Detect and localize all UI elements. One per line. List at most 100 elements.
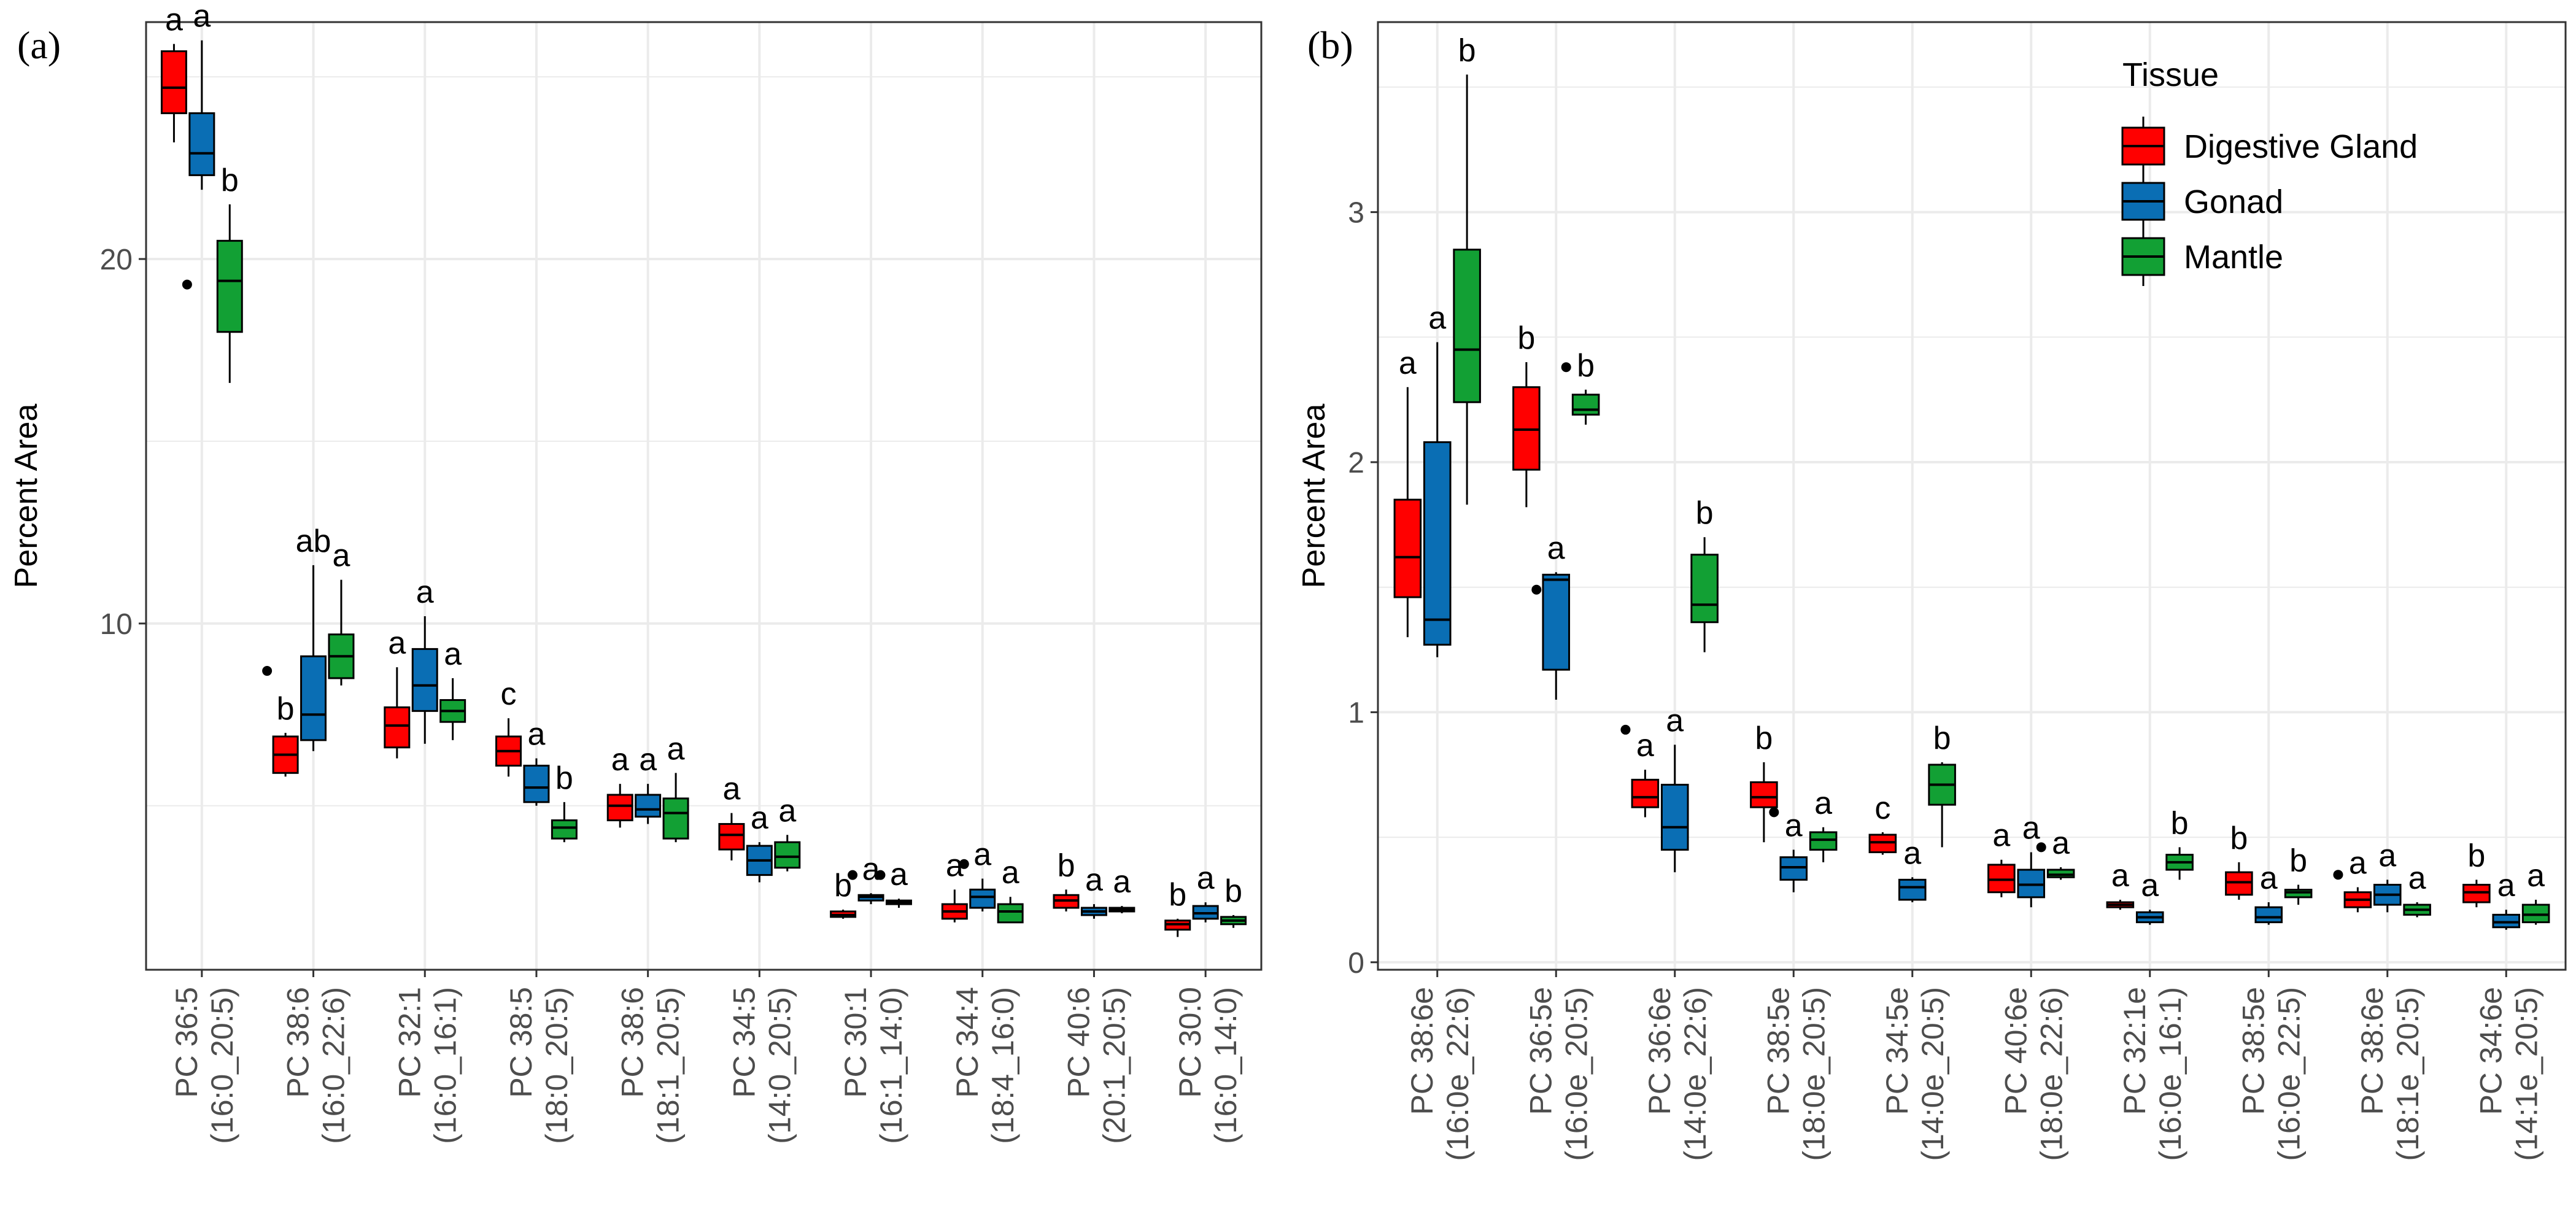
box-gonad: a	[2373, 838, 2402, 913]
box-body	[2254, 906, 2283, 924]
significance-letter: b	[1696, 495, 1714, 531]
significance-letter: b	[2467, 838, 2485, 873]
significance-letter: a	[388, 625, 406, 661]
panel-border	[145, 21, 1263, 971]
box-gonad: a	[1423, 300, 1452, 657]
significance-letter: b	[1933, 721, 1951, 756]
x-tick-label-line2: (18:1_20:5)	[651, 987, 686, 1144]
box-digestive-gland: a	[606, 742, 633, 828]
box-body	[606, 794, 633, 822]
box-body	[2284, 889, 2313, 899]
box-mantle: a	[774, 793, 801, 872]
significance-letter: c	[1874, 791, 1890, 826]
box-body	[1868, 834, 1897, 854]
x-tick-label-line2: (18:0e_20:5)	[1797, 987, 1831, 1161]
x-tick-label: PC 34:6e(14:1e_20:5)	[2474, 987, 2543, 1161]
significance-letter: b	[1169, 877, 1186, 913]
box-body	[2462, 883, 2491, 903]
x-tick-label-line2: (16:0_20:5)	[205, 987, 239, 1144]
legend-label: Mantle	[2184, 239, 2283, 276]
box-digestive-gland: a	[384, 625, 411, 759]
box-digestive-gland: c	[495, 676, 522, 777]
x-tick-label-line1: PC 36:5	[169, 987, 204, 1098]
legend-item: Gonad	[2121, 172, 2283, 231]
significance-letter: a	[890, 857, 908, 892]
x-tick-label: PC 34:5e(14:0e_20:5)	[1880, 987, 1950, 1161]
x-tick-label-line1: PC 30:1	[838, 987, 873, 1098]
significance-letter: a	[1085, 862, 1103, 898]
significance-letter: a	[333, 538, 350, 574]
x-tick-label-line1: PC 38:5e	[1761, 987, 1795, 1115]
significance-letter: a	[2260, 861, 2278, 896]
y-tick-label: 1	[1348, 697, 1364, 729]
x-tick-label: PC 32:1e(16:0e_16:1)	[2118, 987, 2187, 1161]
box-body	[300, 655, 327, 741]
box-mantle: b	[1561, 348, 1600, 425]
box-gonad: a	[2017, 811, 2046, 908]
x-tick-label-line2: (16:0_22:6)	[317, 987, 351, 1144]
significance-letter: ab	[296, 524, 331, 559]
box-gonad: a	[1769, 807, 1808, 892]
box-digestive-gland: b	[262, 666, 299, 777]
box-mantle: b	[1220, 873, 1247, 928]
box-body	[2017, 868, 2046, 899]
significance-letter: a	[444, 636, 462, 672]
significance-letter: a	[639, 742, 657, 778]
x-tick-label: PC 38:5e(16:0e_22:5)	[2236, 987, 2306, 1161]
significance-letter: a	[2022, 811, 2040, 846]
outlier-point	[848, 870, 858, 880]
significance-letter: a	[611, 742, 629, 778]
significance-letter: a	[1399, 346, 1417, 381]
box-body	[1987, 864, 2016, 894]
x-tick-label-line2: (16:0_16:1)	[428, 987, 462, 1144]
significance-letter: b	[2230, 821, 2248, 856]
x-tick-label: PC 36:5e(16:0e_20:5)	[1523, 987, 1593, 1161]
significance-letter: c	[501, 676, 517, 712]
box-gonad: a	[1660, 703, 1689, 873]
significance-letter: a	[2349, 846, 2367, 881]
box-gonad: a	[635, 742, 662, 824]
box-mantle: a	[2036, 826, 2075, 880]
significance-letter: b	[1577, 348, 1595, 384]
box-body	[1393, 498, 1422, 598]
significance-letter: b	[2171, 805, 2189, 841]
x-tick-label-line2: (18:4_16:0)	[986, 987, 1020, 1144]
x-tick-label: PC 36:5(16:0_20:5)	[169, 987, 239, 1144]
x-tick-label-line1: PC 40:6	[1061, 987, 1096, 1098]
significance-letter: b	[1224, 873, 1242, 909]
outlier-point	[262, 666, 273, 676]
box-digestive-gland: b	[1164, 877, 1191, 937]
significance-letter: a	[2141, 868, 2159, 903]
box-body	[1631, 778, 1660, 808]
y-tick-label: 20	[100, 244, 133, 276]
box-mantle: b	[551, 760, 578, 843]
box-gonad: a	[959, 837, 996, 911]
significance-letter: a	[1428, 300, 1446, 336]
box-body	[1660, 784, 1689, 851]
x-tick-label: PC 38:6(18:1_20:5)	[616, 987, 686, 1144]
box-body	[718, 822, 745, 851]
significance-letter: b	[1458, 33, 1476, 69]
x-tick-label: PC 38:6e(18:1e_20:5)	[2355, 987, 2425, 1161]
box-body	[2492, 913, 2521, 929]
x-tick-label-line1: PC 32:1	[392, 987, 427, 1098]
significance-letter: b	[1517, 320, 1535, 356]
box-body	[1898, 878, 1927, 901]
significance-letter: a	[165, 2, 183, 38]
y-tick-label: 3	[1348, 197, 1364, 230]
significance-letter: a	[667, 731, 685, 767]
significance-letter: b	[221, 163, 239, 198]
significance-letter: a	[1666, 703, 1684, 738]
box-digestive-gland: a	[2106, 858, 2135, 910]
box-gonad: a	[2492, 868, 2521, 930]
box-digestive-gland: a	[2333, 846, 2372, 913]
significance-letter: a	[1113, 864, 1131, 900]
significance-letter: b	[1755, 721, 1773, 756]
box-gonad: a	[1192, 861, 1219, 922]
x-tick-label-line2: (14:0e_20:5)	[1916, 987, 1950, 1161]
box-mantle: b	[1453, 33, 1481, 505]
y-tick-label: 0	[1348, 947, 1364, 980]
x-tick-label: PC 30:1(16:1_14:0)	[838, 987, 908, 1144]
x-tick-label-line2: (14:0e_22:6)	[1678, 987, 1712, 1161]
